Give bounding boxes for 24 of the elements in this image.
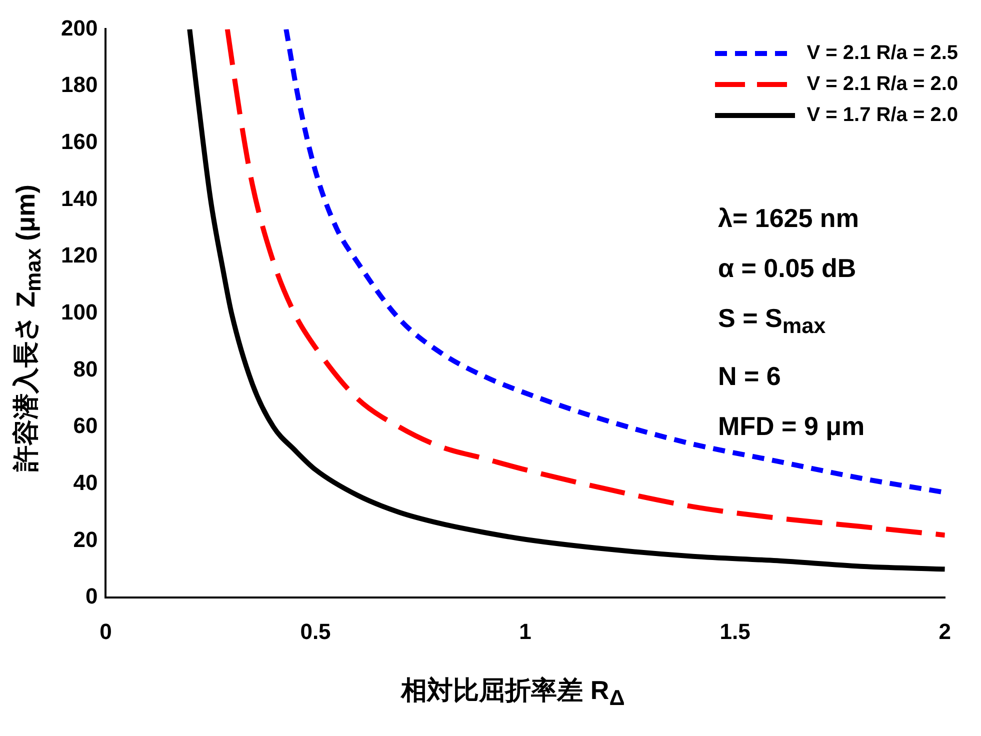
y-tick-label: 120	[60, 242, 98, 268]
annotation: S = S$_{max}$	[718, 302, 827, 340]
y-tick-label: 100	[60, 299, 98, 324]
y-tick-label: 40	[73, 470, 98, 495]
annotation: λ= 1625 nm	[718, 202, 860, 235]
x-tick-label: 1.5	[720, 618, 750, 644]
y-tick-label: 180	[60, 72, 98, 98]
y-tick-label: 200	[60, 15, 98, 40]
x-tick-label: 0.5	[300, 618, 331, 644]
x-axis-title: 相対比屈折率差 R$_{Δ}$	[400, 674, 626, 712]
legend-label: V = 2.1 R/a = 2.5	[806, 42, 958, 65]
x-tick-label: 2	[938, 618, 952, 644]
y-tick-label: 0	[85, 584, 98, 609]
annotation: MFD = 9 μm	[718, 410, 865, 444]
y-tick-label: 20	[73, 526, 98, 552]
y-tick-label: 60	[73, 413, 98, 438]
x-tick-label: 1	[519, 618, 532, 644]
legend-label: V = 2.1 R/a = 2.0	[806, 73, 958, 96]
y-tick-label: 80	[73, 356, 98, 382]
legend-label: V = 1.7 R/a = 2.0	[806, 104, 958, 127]
y-tick-label: 160	[60, 128, 98, 154]
annotation: N = 6	[718, 360, 782, 394]
y-tick-label: 140	[60, 186, 98, 211]
annotation: α = 0.05 dB	[718, 252, 858, 285]
